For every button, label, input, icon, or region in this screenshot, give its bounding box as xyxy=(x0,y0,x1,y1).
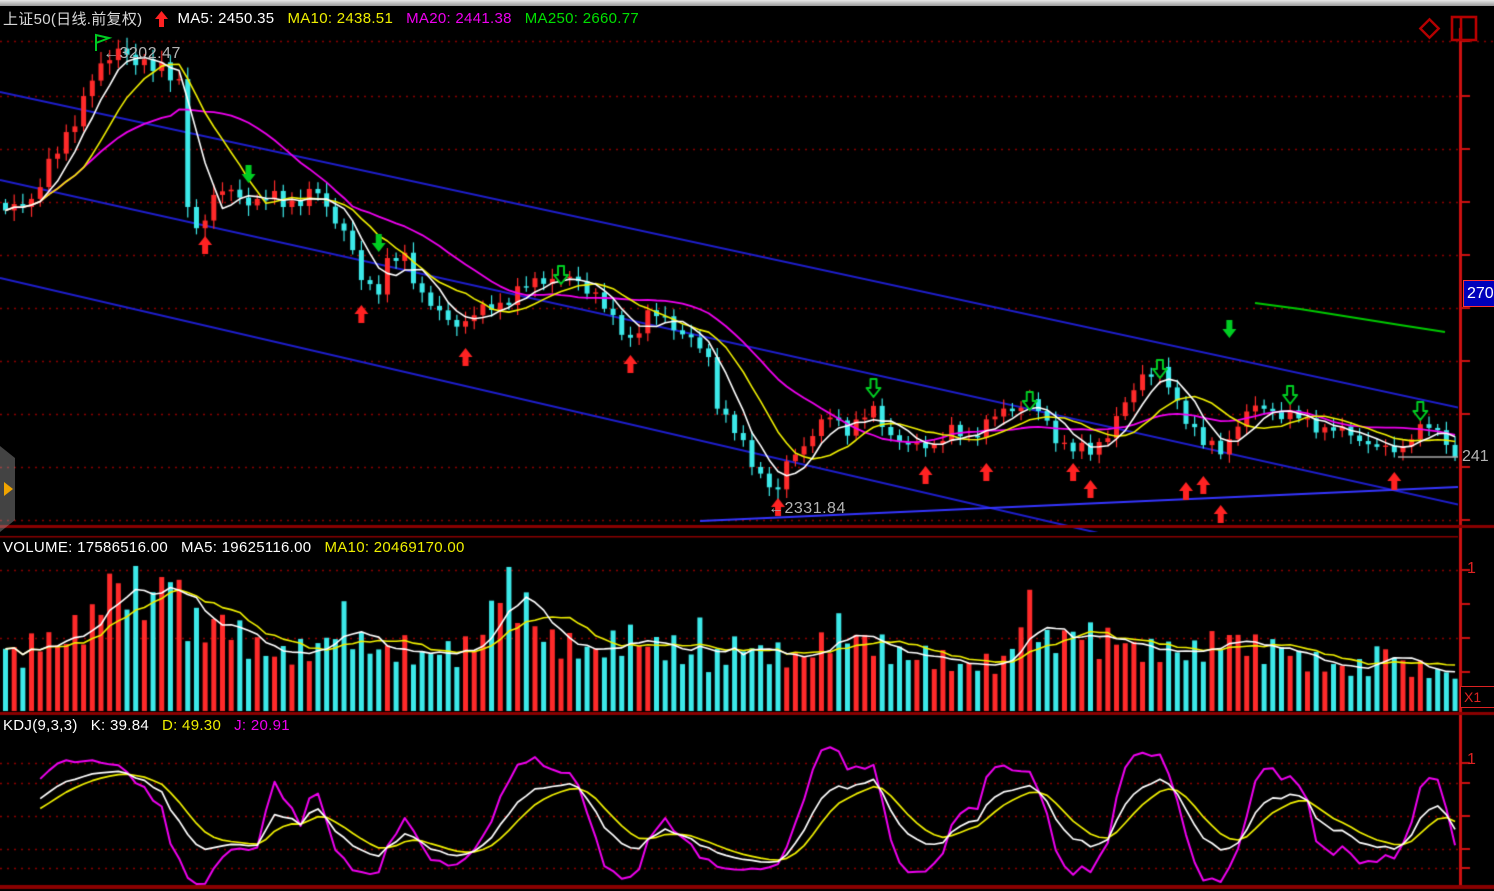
window-top-edge xyxy=(0,0,1494,6)
main-chart-header: 上证50(日线.前复权) MA5: 2450.35 MA10: 2438.51 … xyxy=(3,8,639,29)
chart-toolbar xyxy=(1415,14,1479,44)
volume-ma10-value: MA10: 20469170.00 xyxy=(324,539,465,556)
ma5-value: MA5: 2450.35 xyxy=(177,10,275,27)
last-price-label: 241 xyxy=(1462,448,1489,465)
trend-up-arrow-icon xyxy=(155,10,169,27)
volume-ma5-value: MA5: 19625116.00 xyxy=(180,539,312,556)
ma250-value: MA250: 2660.77 xyxy=(524,10,640,27)
split-window-icon[interactable] xyxy=(1449,14,1479,44)
kdj-k-value: K: 39.84 xyxy=(90,717,149,734)
kdj-title[interactable]: KDJ(9,3,3) xyxy=(3,717,78,734)
kdj-j-value: J: 20.91 xyxy=(234,717,290,734)
panel-expand-arrow-icon xyxy=(4,482,13,496)
volume-unit-label: X1 xyxy=(1460,686,1494,708)
kdj-d-value: D: 49.30 xyxy=(161,717,222,734)
kdj-pane-header: KDJ(9,3,3) K: 39.84 D: 49.30 J: 20.91 xyxy=(3,717,290,734)
axis-price-badge: 270 xyxy=(1463,280,1494,307)
kdj-axis-label: 1 xyxy=(1467,751,1476,768)
volume-pane-header: VOLUME: 17586516.00 MA5: 19625116.00 MA1… xyxy=(3,539,465,556)
sidebar-expand-handle[interactable] xyxy=(0,446,15,532)
ma10-value: MA10: 2438.51 xyxy=(287,10,394,27)
low-price-label: ←2331.84 xyxy=(768,500,846,517)
diamond-marker-icon[interactable] xyxy=(1415,14,1443,42)
high-price-label: ←3202.47 xyxy=(103,45,181,62)
ma20-value: MA20: 2441.38 xyxy=(406,10,512,27)
symbol-title[interactable]: 上证50(日线.前复权) xyxy=(3,11,143,28)
volume-axis-label: 1 xyxy=(1467,560,1476,577)
green-flag-icon xyxy=(95,33,113,51)
volume-value: VOLUME: 17586516.00 xyxy=(3,539,168,556)
